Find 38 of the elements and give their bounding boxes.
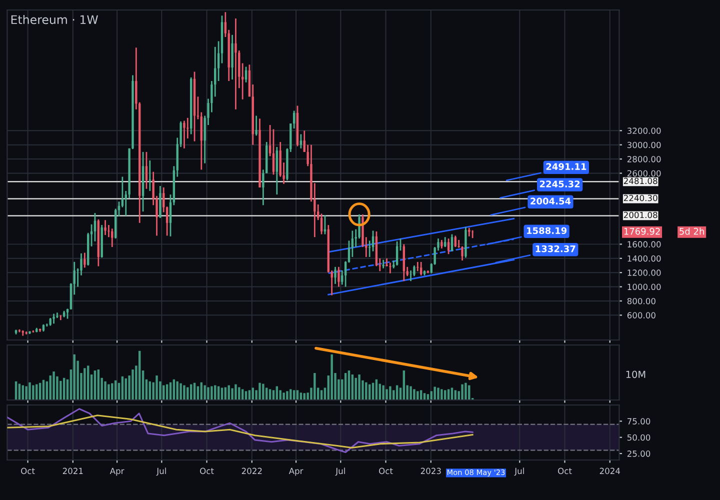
text: 1769.92 bbox=[624, 228, 660, 235]
y-tick-label: 600.00 bbox=[627, 312, 656, 318]
y-tick-label: 1400.00 bbox=[628, 255, 661, 262]
y-tick-label: 1000.00 bbox=[628, 284, 661, 290]
x-tick-label: Oct bbox=[558, 468, 572, 474]
x-tick-label: Oct bbox=[21, 468, 35, 474]
annotation: 2491.11 bbox=[546, 163, 586, 170]
y-tick-label: 2600.00 bbox=[627, 170, 661, 177]
y-tick-label: 1200.00 bbox=[628, 270, 661, 276]
x-tick-label: Jul bbox=[335, 468, 345, 476]
ref-line-label: 2481.08 bbox=[624, 178, 658, 184]
x-tick-label: Oct bbox=[379, 468, 393, 474]
x-tick-label: 2021 bbox=[62, 468, 83, 474]
y-tick-label: 25.00 bbox=[627, 450, 650, 457]
x-tick-label: Jul bbox=[156, 468, 166, 476]
x-tick-label: 2023 bbox=[420, 468, 441, 474]
x-tick-label: Oct bbox=[200, 468, 214, 474]
annotation: 1332.37 bbox=[536, 245, 576, 252]
x-tick-label: Apr bbox=[288, 468, 304, 476]
ref-line-label: 2001.08 bbox=[624, 212, 658, 218]
y-tick-label: 2800.00 bbox=[627, 156, 661, 162]
annotation: 1588.19 bbox=[527, 227, 567, 234]
y-tick-label: 50.00 bbox=[627, 434, 650, 441]
y-tick-label: 3000.00 bbox=[627, 142, 661, 148]
annotation: 2245.32 bbox=[540, 180, 580, 188]
y-tick-label: 75.00 bbox=[628, 418, 650, 424]
x-tick-label: 2022 bbox=[242, 468, 262, 474]
y-tick-label: 1600.00 bbox=[628, 241, 661, 248]
y-tick-label: 800.00 bbox=[627, 298, 656, 304]
text: 10M bbox=[626, 370, 646, 378]
ref-line-label: 2240.30 bbox=[624, 194, 658, 202]
annotation: 2004.54 bbox=[530, 198, 571, 204]
x-tick-label: 2024 bbox=[600, 468, 620, 474]
chart-title: Ethereum · 1W bbox=[11, 14, 98, 24]
y-tick-label: 3200.00 bbox=[627, 128, 661, 134]
x-tick-label: Jul bbox=[514, 468, 524, 476]
text: 5d 2h bbox=[680, 228, 704, 235]
x-tick-label: Apr bbox=[110, 468, 124, 476]
